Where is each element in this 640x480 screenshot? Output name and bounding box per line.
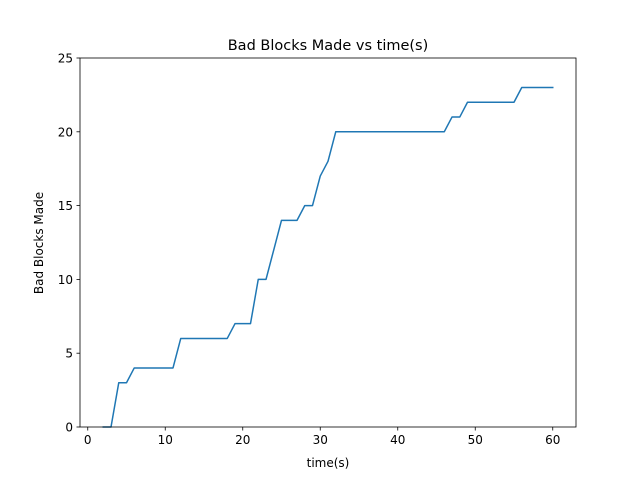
y-tick-label: 15 bbox=[58, 199, 73, 213]
y-axis-label: Bad Blocks Made bbox=[32, 192, 46, 294]
x-tick-label: 0 bbox=[84, 433, 92, 447]
plot-area: 0 10 20 30 40 50 60 0 5 10 15 20 25 bbox=[58, 52, 577, 447]
y-tick-label: 20 bbox=[58, 125, 73, 139]
y-tick-label: 25 bbox=[58, 52, 73, 66]
x-tick-label: 20 bbox=[235, 433, 250, 447]
x-axis-label: time(s) bbox=[307, 456, 350, 470]
x-tick-label: 10 bbox=[158, 433, 173, 447]
y-tick-label: 5 bbox=[65, 347, 73, 361]
y-tick-label: 0 bbox=[65, 421, 73, 435]
y-tick-label: 10 bbox=[58, 273, 73, 287]
x-tick-label: 40 bbox=[390, 433, 405, 447]
x-tick-label: 50 bbox=[468, 433, 483, 447]
plot-frame bbox=[79, 57, 577, 428]
series-line-0 bbox=[102, 86, 554, 428]
x-tick-label: 30 bbox=[313, 433, 328, 447]
x-tick-label: 60 bbox=[545, 433, 560, 447]
chart-title: Bad Blocks Made vs time(s) bbox=[228, 38, 429, 54]
